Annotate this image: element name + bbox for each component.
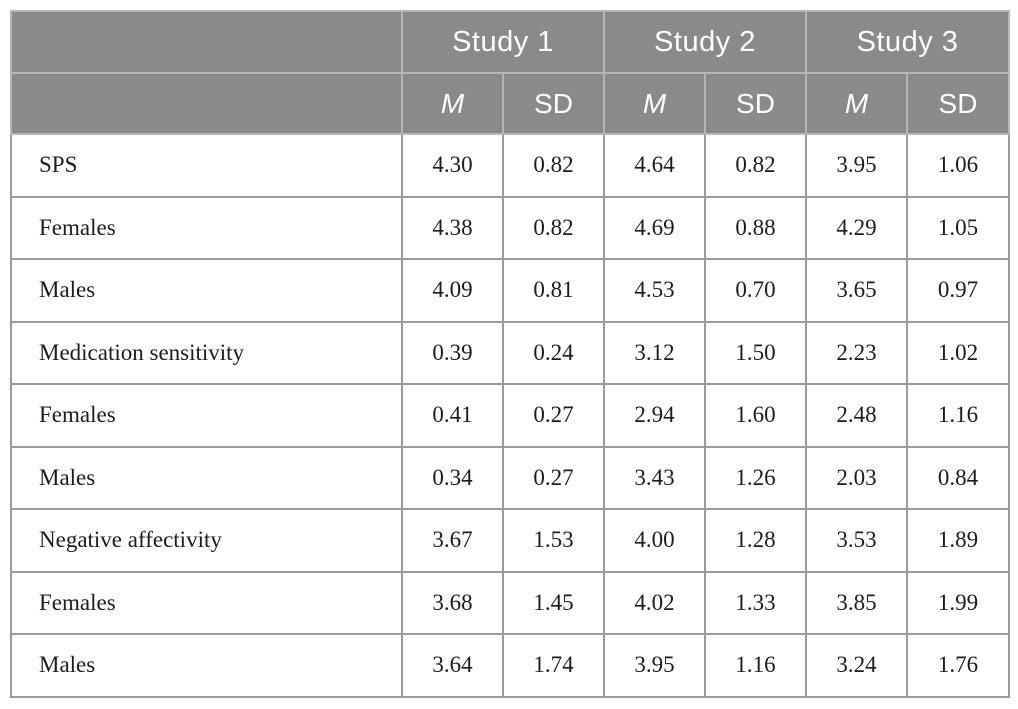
- table-row: Medication sensitivity 0.39 0.24 3.12 1.…: [10, 320, 1010, 385]
- cell-m-study-3: 2.48: [805, 383, 908, 448]
- row-label: SPS: [10, 133, 403, 198]
- row-label: Males: [10, 445, 403, 510]
- cell-sd-study-2: 1.50: [704, 320, 807, 385]
- cell-sd-study-1: 0.81: [502, 258, 605, 323]
- cell-sd-study-2: 0.82: [704, 133, 807, 198]
- cell-sd-study-2: 1.16: [704, 633, 807, 698]
- cell-m-study-2: 2.94: [603, 383, 706, 448]
- cell-m-study-3: 4.29: [805, 195, 908, 260]
- stat-header-row: M SD M SD M SD: [10, 72, 1010, 135]
- cell-sd-study-2: 0.70: [704, 258, 807, 323]
- cell-m-study-3: 3.65: [805, 258, 908, 323]
- cell-m-study-3: 2.23: [805, 320, 908, 385]
- row-label: Females: [10, 383, 403, 448]
- cell-sd-study-3: 1.16: [906, 383, 1010, 448]
- cell-m-study-1: 0.39: [401, 320, 504, 385]
- table-body: SPS 4.30 0.82 4.64 0.82 3.95 1.06 Female…: [10, 133, 1010, 698]
- cell-m-study-3: 3.24: [805, 633, 908, 698]
- cell-m-study-1: 3.68: [401, 570, 504, 635]
- cell-m-study-2: 3.43: [603, 445, 706, 510]
- cell-m-study-2: 3.95: [603, 633, 706, 698]
- cell-m-study-1: 3.64: [401, 633, 504, 698]
- row-label: Negative affectivity: [10, 508, 403, 573]
- table-row: Negative affectivity 3.67 1.53 4.00 1.28…: [10, 508, 1010, 573]
- cell-m-study-1: 4.38: [401, 195, 504, 260]
- cell-m-study-2: 4.69: [603, 195, 706, 260]
- cell-m-study-1: 4.09: [401, 258, 504, 323]
- cell-m-study-1: 0.41: [401, 383, 504, 448]
- cell-m-study-1: 4.30: [401, 133, 504, 198]
- m-header-study-2: M: [603, 72, 706, 135]
- cell-m-study-2: 3.12: [603, 320, 706, 385]
- cell-sd-study-1: 1.45: [502, 570, 605, 635]
- cell-m-study-2: 4.53: [603, 258, 706, 323]
- table-header: Study 1 Study 2 Study 3 M SD M SD M SD: [10, 10, 1010, 135]
- cell-sd-study-2: 1.26: [704, 445, 807, 510]
- cell-sd-study-3: 1.76: [906, 633, 1010, 698]
- cell-sd-study-1: 0.24: [502, 320, 605, 385]
- cell-sd-study-3: 0.84: [906, 445, 1010, 510]
- row-label: Females: [10, 570, 403, 635]
- cell-sd-study-3: 1.99: [906, 570, 1010, 635]
- row-label: Males: [10, 258, 403, 323]
- sd-header-study-1: SD: [502, 72, 605, 135]
- table-row: SPS 4.30 0.82 4.64 0.82 3.95 1.06: [10, 133, 1010, 198]
- cell-m-study-2: 4.02: [603, 570, 706, 635]
- cell-m-study-3: 3.85: [805, 570, 908, 635]
- cell-sd-study-3: 1.02: [906, 320, 1010, 385]
- cell-m-study-2: 4.64: [603, 133, 706, 198]
- cell-sd-study-2: 1.33: [704, 570, 807, 635]
- table-row: Males 0.34 0.27 3.43 1.26 2.03 0.84: [10, 445, 1010, 510]
- cell-sd-study-1: 0.27: [502, 445, 605, 510]
- table-row: Females 3.68 1.45 4.02 1.33 3.85 1.99: [10, 570, 1010, 635]
- cell-sd-study-1: 1.74: [502, 633, 605, 698]
- cell-m-study-3: 3.95: [805, 133, 908, 198]
- table-row: Males 3.64 1.74 3.95 1.16 3.24 1.76: [10, 633, 1010, 698]
- row-label: Medication sensitivity: [10, 320, 403, 385]
- row-label: Females: [10, 195, 403, 260]
- sd-header-study-3: SD: [906, 72, 1010, 135]
- cell-sd-study-1: 0.27: [502, 383, 605, 448]
- cell-sd-study-3: 0.97: [906, 258, 1010, 323]
- cell-sd-study-1: 0.82: [502, 133, 605, 198]
- sd-header-study-2: SD: [704, 72, 807, 135]
- table-row: Males 4.09 0.81 4.53 0.70 3.65 0.97: [10, 258, 1010, 323]
- table-row: Females 4.38 0.82 4.69 0.88 4.29 1.05: [10, 195, 1010, 260]
- cell-sd-study-2: 0.88: [704, 195, 807, 260]
- corner-cell: [10, 10, 403, 74]
- cell-m-study-1: 0.34: [401, 445, 504, 510]
- cell-sd-study-3: 1.06: [906, 133, 1010, 198]
- cell-m-study-3: 3.53: [805, 508, 908, 573]
- cell-sd-study-2: 1.28: [704, 508, 807, 573]
- corner-cell: [10, 72, 403, 135]
- cell-m-study-2: 4.00: [603, 508, 706, 573]
- column-group-study-1: Study 1: [401, 10, 605, 74]
- column-group-study-2: Study 2: [603, 10, 807, 74]
- cell-m-study-1: 3.67: [401, 508, 504, 573]
- descriptive-statistics-table: Study 1 Study 2 Study 3 M SD M SD M SD S…: [10, 10, 1010, 698]
- column-group-study-3: Study 3: [805, 10, 1010, 74]
- m-header-study-1: M: [401, 72, 504, 135]
- cell-sd-study-3: 1.05: [906, 195, 1010, 260]
- cell-sd-study-3: 1.89: [906, 508, 1010, 573]
- row-label: Males: [10, 633, 403, 698]
- cell-sd-study-2: 1.60: [704, 383, 807, 448]
- cell-sd-study-1: 1.53: [502, 508, 605, 573]
- study-header-row: Study 1 Study 2 Study 3: [10, 10, 1010, 74]
- cell-m-study-3: 2.03: [805, 445, 908, 510]
- table-row: Females 0.41 0.27 2.94 1.60 2.48 1.16: [10, 383, 1010, 448]
- m-header-study-3: M: [805, 72, 908, 135]
- cell-sd-study-1: 0.82: [502, 195, 605, 260]
